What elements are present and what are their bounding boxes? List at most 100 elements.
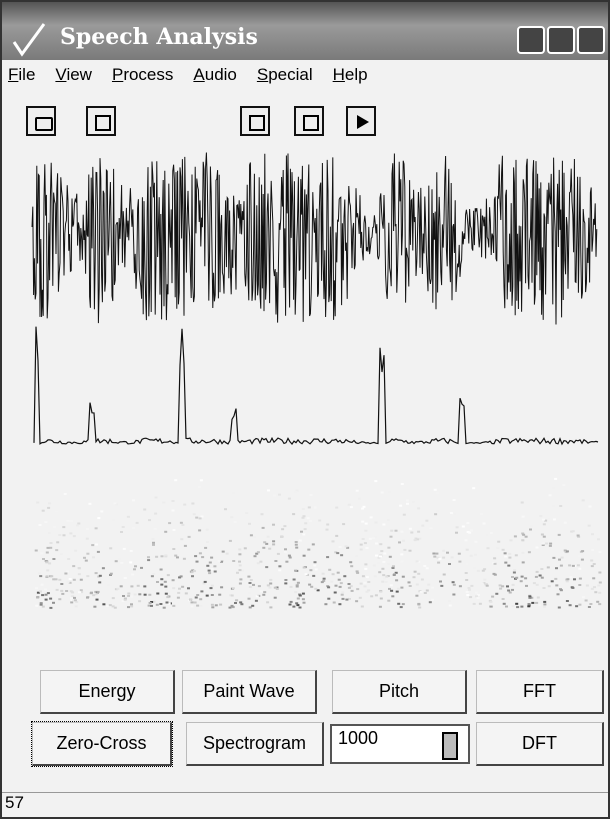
stop-button[interactable] [294, 106, 324, 136]
spectrogram-cell [91, 544, 94, 546]
button[interactable]: Pitch [332, 670, 467, 714]
spectrogram-cell [397, 603, 400, 605]
spectrogram-cell [465, 579, 468, 581]
spectrogram-cell [150, 605, 153, 607]
spectrogram-cell [176, 556, 179, 558]
spectrogram-cell [285, 553, 288, 555]
spectrogram-cell [63, 534, 66, 536]
spectrogram-cell [599, 551, 602, 553]
spectrogram-cell [257, 562, 260, 564]
spectrogram-cell [559, 505, 562, 507]
spin-arrows[interactable] [442, 732, 458, 760]
spectrogram-cell [67, 558, 70, 560]
spectrogram-cell [112, 597, 115, 599]
spectrogram-cell [369, 538, 372, 540]
spectrogram-cell [248, 592, 251, 594]
spectrogram-cell [210, 587, 213, 589]
spectrogram-cell [308, 506, 311, 508]
spectrogram-cell [74, 599, 77, 601]
record-button[interactable] [240, 106, 270, 136]
button[interactable]: Paint Wave [182, 670, 317, 714]
spectrogram-cell [416, 560, 419, 562]
button[interactable]: FFT [476, 670, 604, 714]
spectrogram-cell [340, 554, 343, 556]
spectrogram-cell [499, 588, 502, 590]
menu-item[interactable]: Process [112, 65, 173, 89]
spectrogram-cell [424, 592, 427, 594]
spectrogram-cell [375, 555, 378, 557]
menu-item[interactable]: Help [333, 65, 368, 89]
spectrogram-cell [511, 589, 514, 591]
button[interactable]: Zero-Cross [32, 722, 172, 766]
spectrogram-cell [578, 584, 581, 586]
spectrogram-cell [219, 604, 222, 606]
menu-item[interactable]: Audio [193, 65, 236, 89]
spectrogram-cell [466, 591, 469, 593]
spectrogram-cell [260, 590, 263, 592]
spectrogram-cell [248, 598, 251, 600]
spectrogram-cell [451, 556, 454, 558]
spectrogram-cell [220, 586, 223, 588]
spectrogram-cell [289, 557, 292, 559]
spectrogram-cell [138, 600, 141, 602]
save-button[interactable] [86, 106, 116, 136]
spectrogram-cell [342, 598, 345, 600]
close-button[interactable] [577, 26, 605, 54]
spectrogram-cell [390, 590, 393, 592]
spectrogram-cell [364, 530, 367, 532]
spectrogram-cell [438, 558, 441, 560]
spectrogram-cell [249, 586, 252, 588]
spectrogram-cell [339, 586, 342, 588]
spectrogram-cell [127, 593, 130, 595]
spectrogram-cell [341, 591, 344, 593]
spectrogram-cell [592, 577, 595, 579]
menu-item[interactable]: View [55, 65, 92, 89]
minimize-button[interactable] [517, 26, 545, 54]
spectrogram-cell [409, 528, 412, 530]
spectrogram-cell [341, 594, 344, 596]
spectrogram-cell [240, 603, 243, 605]
spectrogram-cell [115, 560, 118, 562]
spectrogram-cell [434, 489, 437, 491]
spectrogram-cell [241, 570, 244, 572]
menu-item[interactable]: File [8, 65, 35, 89]
spectrogram-cell [591, 565, 594, 567]
button[interactable]: Spectrogram [186, 722, 324, 766]
spin-box[interactable]: 1000 [330, 724, 470, 764]
spectrogram-cell [152, 573, 155, 575]
open-button[interactable] [26, 106, 56, 136]
spectrogram-cell [521, 552, 524, 554]
spectrogram-cell [361, 508, 364, 510]
spectrogram-cell [230, 516, 233, 518]
spectrogram-cell [191, 601, 194, 603]
spectrogram-cell [36, 502, 39, 504]
spectrogram-cell [257, 551, 260, 553]
spectrogram-cell [295, 544, 298, 546]
play-button[interactable] [346, 106, 376, 136]
spectrogram-cell [86, 597, 89, 599]
spectrogram-cell [58, 598, 61, 600]
spectrogram-cell [475, 592, 478, 594]
spectrogram-cell [106, 605, 109, 607]
spectrogram-cell [403, 514, 406, 516]
spectrogram-cell [507, 565, 510, 567]
spectrogram-cell [280, 536, 283, 538]
spectrogram-cell [520, 606, 523, 608]
spectrogram-cell [366, 576, 369, 578]
spectrogram-cell [453, 584, 456, 586]
maximize-button[interactable] [547, 26, 575, 54]
spectrogram-cell [154, 528, 157, 530]
spectrogram-cell [504, 556, 507, 558]
spectrogram-cell [458, 561, 461, 563]
button[interactable]: DFT [476, 722, 604, 766]
spectrogram-cell [508, 553, 511, 555]
spectrogram-cell [593, 563, 596, 565]
spectrogram-cell [138, 593, 141, 595]
menu-item[interactable]: Special [257, 65, 313, 89]
spectrogram-cell [46, 569, 49, 571]
spectrogram-cell [361, 521, 364, 523]
spectrogram-cell [543, 536, 546, 538]
spectrogram-cell [535, 547, 538, 549]
button[interactable]: Energy [40, 670, 175, 714]
spectrogram-cell [267, 489, 270, 491]
